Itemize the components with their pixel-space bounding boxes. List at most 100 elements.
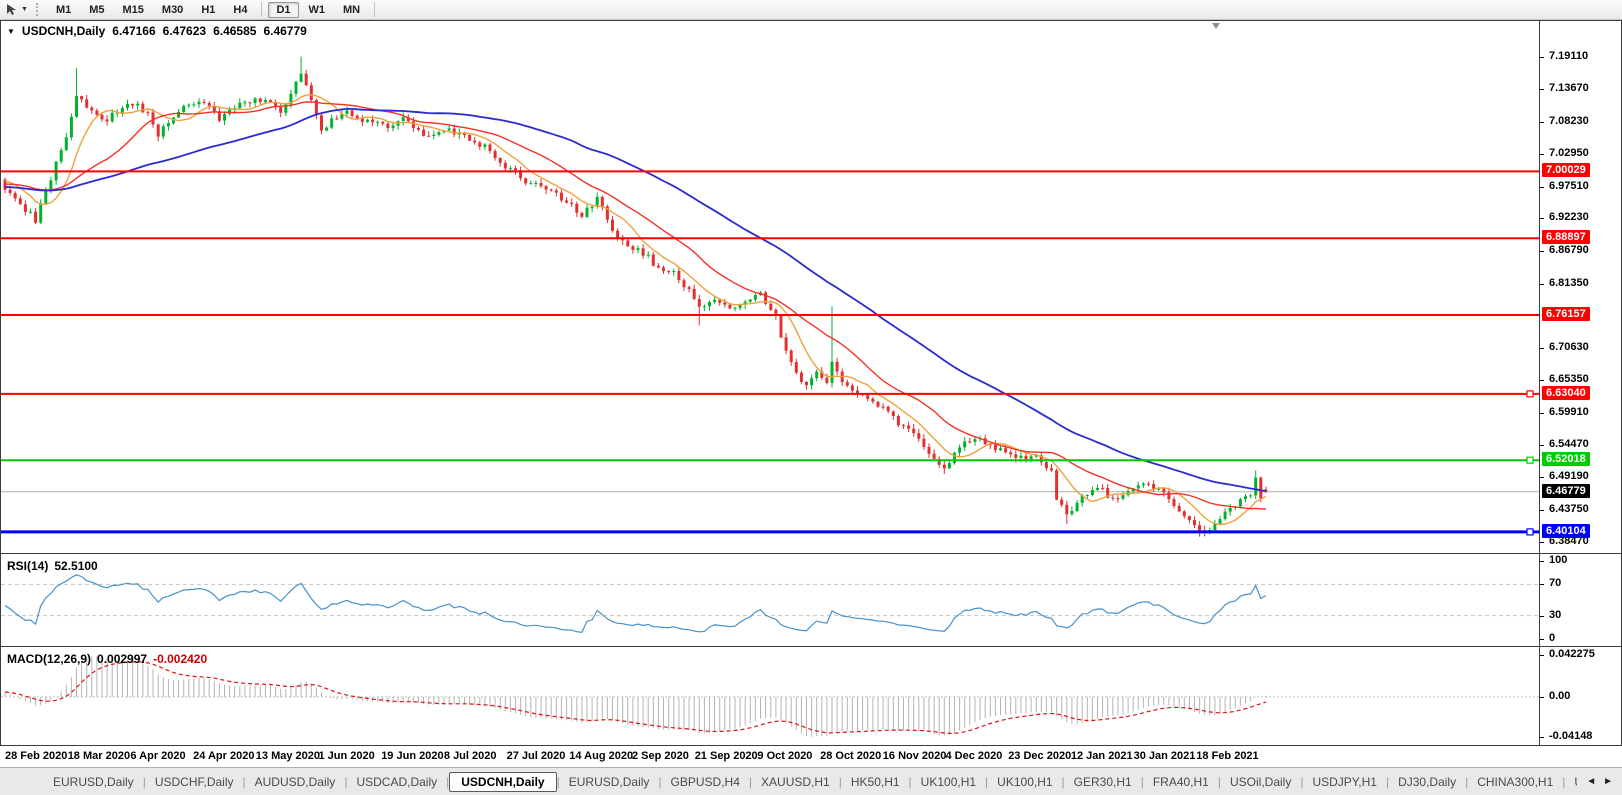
- tab-separator: |: [658, 774, 662, 789]
- tab-separator: |: [446, 774, 450, 789]
- price-tick-label: 7.13670: [1549, 82, 1589, 94]
- rsi-name: RSI(14): [7, 559, 49, 573]
- date-tick-label: 6 Apr 2020: [130, 750, 186, 762]
- timeframe-button-h4[interactable]: H4: [233, 3, 248, 16]
- date-tick-label: 23 Dec 2020: [1008, 750, 1072, 762]
- price-level-tag: 6.63040: [1542, 386, 1590, 400]
- date-tick-label: 12 Jan 2021: [1070, 750, 1133, 762]
- price-tick-label: 6.65350: [1549, 373, 1589, 385]
- axis-tick: [1540, 284, 1544, 285]
- axis-tick: [1540, 57, 1544, 58]
- chart-tab-audusd-daily[interactable]: AUDUSD,Daily: [254, 774, 336, 789]
- timeframe-button-m5[interactable]: M5: [89, 3, 105, 16]
- tab-separator: |: [748, 774, 753, 789]
- price-tick-label: 6.86790: [1549, 244, 1589, 256]
- ohlc-open: 6.47166: [112, 24, 156, 38]
- chart-tab-bar: EURUSD,Daily | USDCHF,Daily | AUDUSD,Daily | U…: [0, 767, 1622, 795]
- chart-tab-usoil-[interactable]: USOil,: [1565, 772, 1577, 792]
- axis-tick: [1540, 89, 1544, 90]
- tab-separator: |: [1140, 774, 1144, 789]
- rsi-indicator-canvas[interactable]: [1, 555, 1539, 645]
- chart-tab-eurusd-daily[interactable]: EURUSD,Daily: [568, 774, 650, 789]
- ohlc-low: 6.46585: [213, 24, 257, 38]
- chart-tab-hk50-h1[interactable]: HK50,H1: [850, 774, 900, 789]
- timeframe-button-h1[interactable]: H1: [201, 3, 216, 16]
- chart-tab-usdchf-daily[interactable]: USDCHF,Daily: [154, 774, 234, 789]
- tab-separator: |: [1465, 774, 1469, 789]
- chart-bottom-border: [0, 745, 1622, 746]
- chart-tab-fra40-h1[interactable]: FRA40,H1: [1152, 774, 1209, 789]
- chart-tab-dj30-daily[interactable]: DJ30,Daily: [1398, 774, 1457, 789]
- tab-separator: |: [1217, 774, 1221, 789]
- price-tick-label: 30: [1549, 609, 1562, 621]
- tabs-scroll-left-icon[interactable]: ◄: [1586, 776, 1597, 787]
- date-tick-label: 2 Sep 2020: [632, 750, 689, 762]
- date-tick-label: 4 Dec 2020: [945, 750, 1003, 762]
- axis-tick: [1540, 655, 1544, 656]
- toolbar-grip[interactable]: [35, 3, 40, 16]
- date-tick-label: 16 Nov 2020: [882, 750, 947, 762]
- chart-title: ▼ USDCNH,Daily 6.47166 6.47623 6.46585 6…: [7, 24, 307, 38]
- price-axis-border: [1539, 20, 1540, 746]
- price-level-tag: 6.76157: [1542, 307, 1590, 321]
- main-rsi-divider[interactable]: [0, 553, 1622, 554]
- timeframe-button-mn[interactable]: MN: [343, 3, 361, 16]
- chart-tab-uk100-h1[interactable]: UK100,H1: [920, 774, 977, 789]
- price-axis[interactable]: 7.19110 7.13670 7.08230 7.02950 6.97510 6.922…: [1540, 20, 1622, 746]
- chart-tab-usdcnh-daily[interactable]: USDCNH,Daily: [449, 771, 557, 792]
- timeframe-buttons-group: M1 M5 M15 M30 H1 H4 D1 W1 MN: [47, 1, 380, 18]
- axis-tick: [1540, 348, 1544, 349]
- collapse-triangle-icon[interactable]: ▼: [7, 26, 15, 36]
- price-tick-label: 6.92230: [1549, 211, 1589, 223]
- macd-main-value: 0.002997: [97, 652, 148, 666]
- chart-tab-usdjpy-h1[interactable]: USDJPY,H1: [1312, 774, 1377, 789]
- cursor-tool-button[interactable]: ▼: [0, 3, 33, 16]
- toolbar-separator: [374, 2, 376, 17]
- price-tick-label: 0.042275: [1549, 648, 1595, 660]
- macd-signal-value: -0.002420: [153, 652, 208, 666]
- rsi-indicator-label: RSI(14) 52.5100: [7, 559, 98, 573]
- rsi-value: 52.5100: [54, 559, 98, 573]
- timeframe-button-w1[interactable]: W1: [308, 3, 326, 16]
- axis-tick: [1540, 251, 1544, 252]
- axis-tick: [1540, 542, 1544, 543]
- axis-tick: [1540, 697, 1544, 698]
- date-tick-label: 14 Aug 2020: [569, 750, 634, 762]
- chart-tab-eurusd-daily[interactable]: EURUSD,Daily: [53, 774, 134, 789]
- axis-tick: [1540, 413, 1544, 414]
- chart-tab-china300-h1[interactable]: CHINA300,H1: [1477, 774, 1554, 789]
- price-chart-canvas[interactable]: [1, 21, 1539, 552]
- price-level-tag: 6.46779: [1542, 484, 1590, 498]
- macd-indicator-canvas[interactable]: [1, 648, 1539, 745]
- time-axis[interactable]: 28 Feb 2020 18 Mar 2020 6 Apr 2020 24 Apr 2…: [0, 746, 1622, 767]
- chart-top-border: [0, 20, 1622, 21]
- chart-window[interactable]: ▼ USDCNH,Daily 6.47166 6.47623 6.46585 6…: [0, 20, 1622, 746]
- price-level-tag: 6.40104: [1542, 524, 1590, 538]
- timeframe-button-d1[interactable]: D1: [268, 1, 299, 18]
- price-tick-label: 6.38470: [1549, 535, 1589, 547]
- ohlc-close: 6.46779: [263, 24, 307, 38]
- tabs-scroll-right-icon[interactable]: ►: [1603, 776, 1613, 787]
- tab-separator: |: [838, 774, 842, 789]
- date-tick-label: 8 Jul 2020: [443, 750, 497, 762]
- date-tick-label: 13 May 2020: [255, 750, 321, 762]
- rsi-macd-divider[interactable]: [0, 646, 1622, 647]
- price-tick-label: 6.59910: [1549, 406, 1589, 418]
- chart-tab-usdcad-daily[interactable]: USDCAD,Daily: [356, 774, 438, 789]
- chart-tab-xauusd-h1[interactable]: XAUUSD,H1: [761, 774, 830, 789]
- timeframe-button-m1[interactable]: M1: [55, 3, 72, 16]
- chart-tab-gbpusd-h4[interactable]: GBPUSD,H4: [670, 774, 740, 789]
- chart-tab-uk100-h1[interactable]: UK100,H1: [997, 774, 1053, 789]
- timeframe-button-m30[interactable]: M30: [161, 3, 184, 16]
- chart-shift-marker-icon[interactable]: [1212, 23, 1220, 29]
- chart-tab-ger30-h1[interactable]: GER30,H1: [1073, 774, 1132, 789]
- dropdown-caret-icon[interactable]: ▼: [21, 6, 28, 13]
- toolbar-separator: [261, 2, 263, 17]
- price-tick-label: 6.54470: [1549, 438, 1589, 450]
- timeframes-toolbar: ▼ M1 M5 M15 M30 H1 H4 D1 W1 MN: [0, 0, 1622, 20]
- date-tick-label: 1 Jun 2020: [318, 750, 375, 762]
- price-tick-label: 70: [1549, 577, 1562, 589]
- chart-tab-usoil-daily[interactable]: USOil,Daily: [1229, 774, 1292, 789]
- tab-separator: |: [1562, 774, 1566, 789]
- timeframe-button-m15[interactable]: M15: [122, 3, 144, 16]
